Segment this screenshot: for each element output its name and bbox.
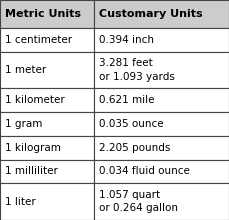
Text: Customary Units: Customary Units xyxy=(99,9,202,19)
Text: 0.034 fluid ounce: 0.034 fluid ounce xyxy=(99,167,190,176)
Text: 1 kilogram: 1 kilogram xyxy=(5,143,61,153)
Bar xyxy=(94,52,229,88)
Bar xyxy=(94,88,229,112)
Text: 1 centimeter: 1 centimeter xyxy=(5,35,72,45)
Bar xyxy=(94,160,229,183)
Text: 1 meter: 1 meter xyxy=(5,65,46,75)
Bar xyxy=(0,0,94,28)
Text: 0.621 mile: 0.621 mile xyxy=(99,95,154,105)
Bar xyxy=(0,136,94,160)
Bar xyxy=(94,183,229,220)
Text: 1 gram: 1 gram xyxy=(5,119,42,129)
Bar xyxy=(0,52,94,88)
Text: 0.035 ounce: 0.035 ounce xyxy=(99,119,164,129)
Bar xyxy=(0,160,94,183)
Bar xyxy=(94,28,229,52)
Bar xyxy=(94,0,229,28)
Bar xyxy=(0,88,94,112)
Bar xyxy=(0,112,94,136)
Text: 3.281 feet
or 1.093 yards: 3.281 feet or 1.093 yards xyxy=(99,59,175,82)
Text: 0.394 inch: 0.394 inch xyxy=(99,35,154,45)
Bar xyxy=(0,183,94,220)
Bar xyxy=(94,136,229,160)
Text: 1 kilometer: 1 kilometer xyxy=(5,95,65,105)
Text: Metric Units: Metric Units xyxy=(5,9,81,19)
Text: 1 milliliter: 1 milliliter xyxy=(5,167,58,176)
Text: 1.057 quart
or 0.264 gallon: 1.057 quart or 0.264 gallon xyxy=(99,190,178,213)
Bar xyxy=(0,28,94,52)
Text: 1 liter: 1 liter xyxy=(5,197,36,207)
Text: 2.205 pounds: 2.205 pounds xyxy=(99,143,170,153)
Bar xyxy=(94,112,229,136)
